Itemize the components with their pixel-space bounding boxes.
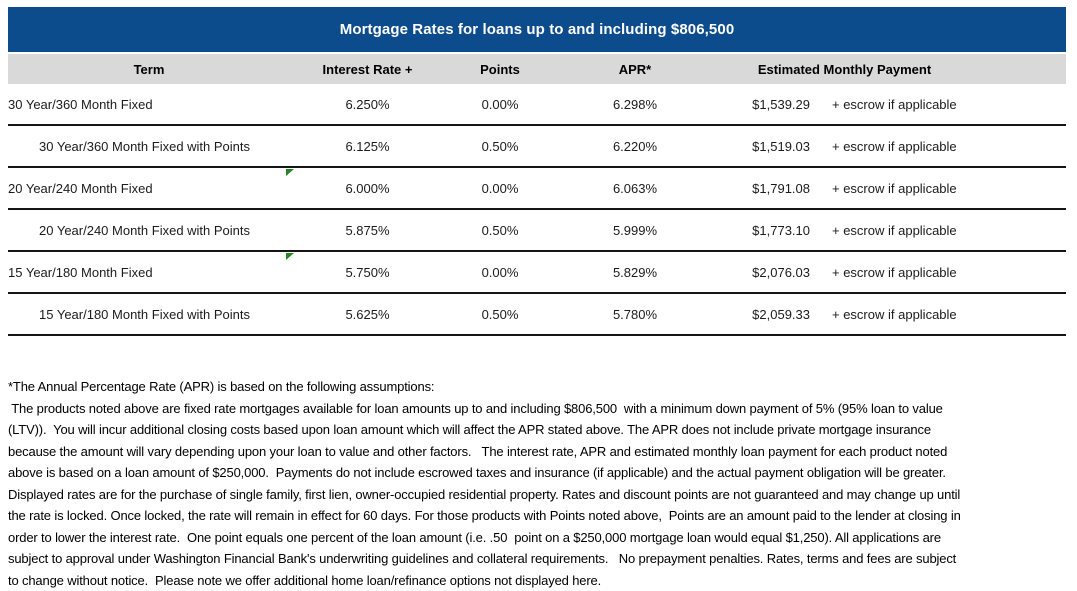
disclaimer-line: (LTV)). You will incur additional closin…	[8, 419, 1074, 441]
rate-table-body: 30 Year/360 Month Fixed 6.250% 0.00% 6.2…	[8, 84, 1066, 336]
rate-row-30yr-fixed-points: 30 Year/360 Month Fixed with Points 6.12…	[8, 126, 1066, 168]
interest-rate-cell: 5.625%	[290, 307, 445, 322]
payment-cell: $2,059.33	[715, 307, 815, 322]
payment-cell: $1,539.29	[715, 97, 815, 112]
disclaimer-line: to change without notice. Please note we…	[8, 570, 1074, 591]
disclaimer-line: the rate is locked. Once locked, the rat…	[8, 505, 1074, 527]
apr-cell: 5.829%	[555, 265, 715, 280]
header-apr: APR*	[555, 62, 715, 77]
disclaimer-line: The products noted above are fixed rate …	[8, 398, 1074, 420]
disclaimer-line: subject to approval under Washington Fin…	[8, 548, 1074, 570]
term-cell: 20 Year/240 Month Fixed with Points	[8, 223, 290, 238]
payment-cell: $2,076.03	[715, 265, 815, 280]
points-cell: 0.00%	[445, 265, 555, 280]
interest-rate-cell: 5.750%	[290, 265, 445, 280]
apr-cell: 6.220%	[555, 139, 715, 154]
escrow-note: + escrow if applicable	[815, 223, 1066, 238]
rate-row-20yr-fixed: 20 Year/240 Month Fixed 6.000% 0.00% 6.0…	[8, 168, 1066, 210]
escrow-note: + escrow if applicable	[815, 139, 1066, 154]
apr-cell: 5.999%	[555, 223, 715, 238]
payment-cell: $1,519.03	[715, 139, 815, 154]
disclaimer-line: because the amount will vary depending u…	[8, 441, 1074, 463]
term-cell: 15 Year/180 Month Fixed	[8, 265, 290, 280]
interest-rate-cell: 6.250%	[290, 97, 445, 112]
points-cell: 0.50%	[445, 139, 555, 154]
interest-rate-cell: 6.125%	[290, 139, 445, 154]
points-cell: 0.00%	[445, 97, 555, 112]
escrow-note: + escrow if applicable	[815, 97, 1066, 112]
table-title-bar: Mortgage Rates for loans up to and inclu…	[8, 7, 1066, 52]
rate-row-20yr-fixed-points: 20 Year/240 Month Fixed with Points 5.87…	[8, 210, 1066, 252]
rate-row-30yr-fixed: 30 Year/360 Month Fixed 6.250% 0.00% 6.2…	[8, 84, 1066, 126]
term-cell: 20 Year/240 Month Fixed	[8, 181, 290, 196]
header-interest-rate: Interest Rate +	[290, 62, 445, 77]
interest-rate-cell: 6.000%	[290, 181, 445, 196]
escrow-note: + escrow if applicable	[815, 181, 1066, 196]
header-term: Term	[8, 62, 290, 77]
points-cell: 0.00%	[445, 181, 555, 196]
interest-rate-cell: 5.875%	[290, 223, 445, 238]
header-estimated-payment: Estimated Monthly Payment	[715, 62, 1066, 77]
term-cell: 15 Year/180 Month Fixed with Points	[8, 307, 290, 322]
disclaimer-line: order to lower the interest rate. One po…	[8, 527, 1074, 549]
disclaimer-line: above is based on a loan amount of $250,…	[8, 462, 1074, 484]
points-cell: 0.50%	[445, 223, 555, 238]
term-cell: 30 Year/360 Month Fixed	[8, 97, 290, 112]
disclaimer-line: *The Annual Percentage Rate (APR) is bas…	[8, 376, 1074, 398]
disclaimer-line: Displayed rates are for the purchase of …	[8, 484, 1074, 506]
apr-cell: 6.063%	[555, 181, 715, 196]
table-title: Mortgage Rates for loans up to and inclu…	[340, 21, 735, 38]
escrow-note: + escrow if applicable	[815, 265, 1066, 280]
payment-cell: $1,773.10	[715, 223, 815, 238]
rate-row-15yr-fixed-points: 15 Year/180 Month Fixed with Points 5.62…	[8, 294, 1066, 336]
apr-disclaimer: *The Annual Percentage Rate (APR) is bas…	[8, 376, 1074, 591]
header-points: Points	[445, 62, 555, 77]
apr-cell: 5.780%	[555, 307, 715, 322]
rate-row-15yr-fixed: 15 Year/180 Month Fixed 5.750% 0.00% 5.8…	[8, 252, 1066, 294]
term-cell: 30 Year/360 Month Fixed with Points	[8, 139, 290, 154]
escrow-note: + escrow if applicable	[815, 307, 1066, 322]
points-cell: 0.50%	[445, 307, 555, 322]
payment-cell: $1,791.08	[715, 181, 815, 196]
table-header-row: Term Interest Rate + Points APR* Estimat…	[8, 54, 1066, 84]
apr-cell: 6.298%	[555, 97, 715, 112]
